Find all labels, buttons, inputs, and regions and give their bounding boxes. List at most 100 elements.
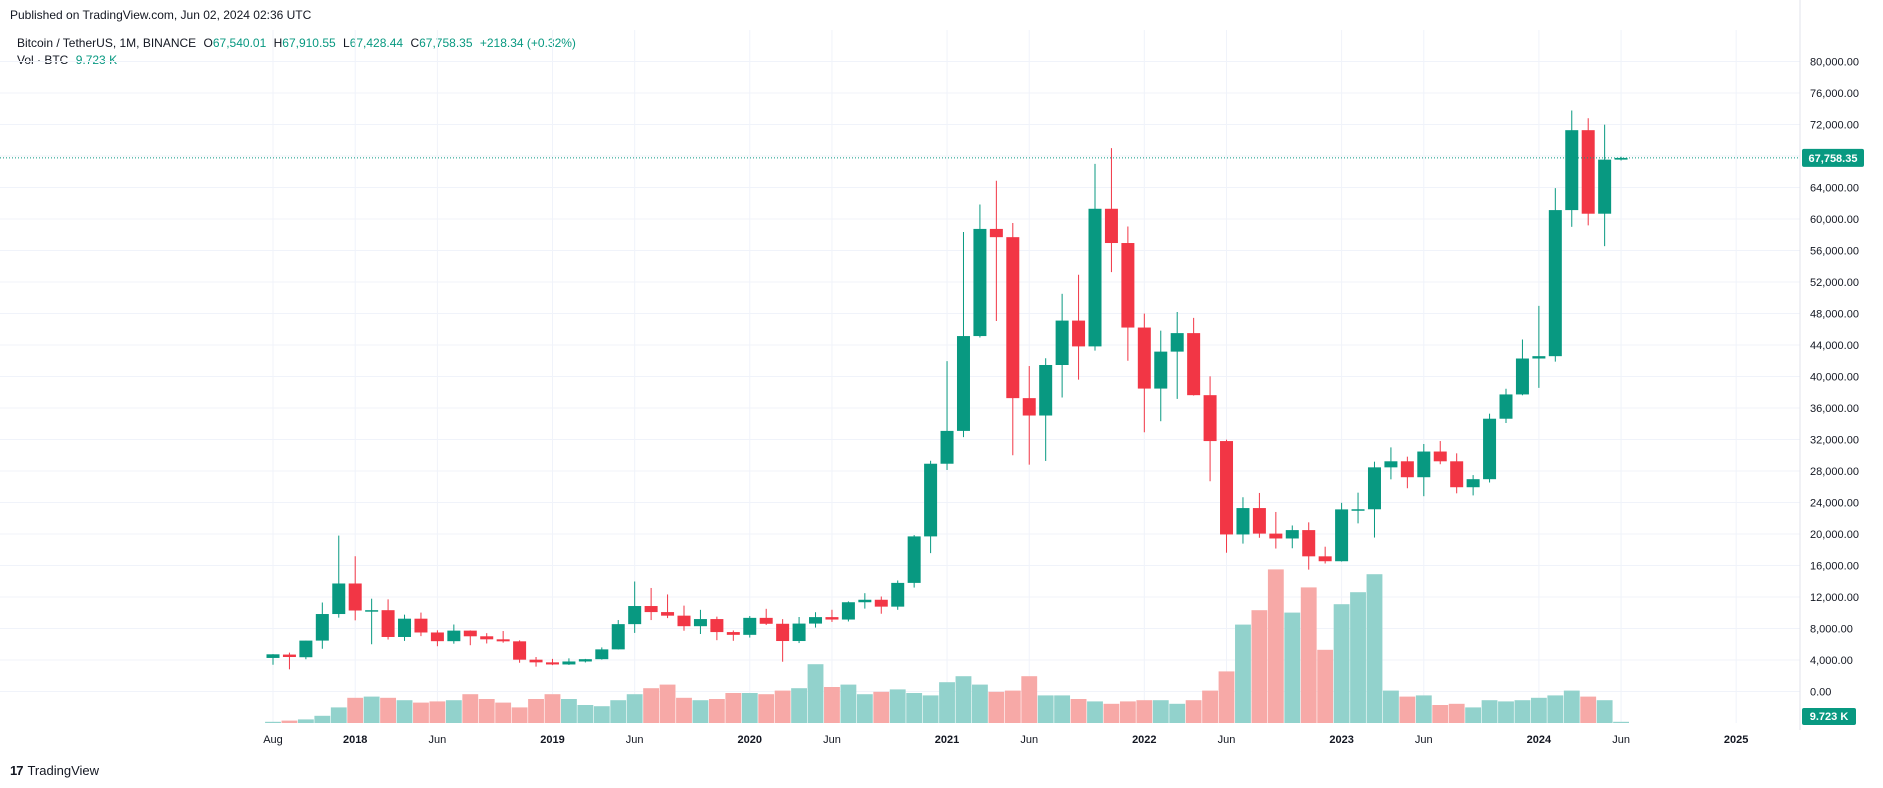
volume-bar <box>544 694 561 723</box>
candle-body <box>1104 208 1118 244</box>
volume-bar <box>643 688 660 723</box>
y-tick-label: 80,000.00 <box>1810 57 1859 69</box>
volume-bar <box>1333 604 1350 723</box>
candle-body <box>1614 157 1628 160</box>
brand-name: TradingView <box>27 763 100 778</box>
candle-body <box>1351 509 1365 511</box>
legend-high-value: 67,910.55 <box>282 36 336 50</box>
candle-body <box>1598 159 1612 214</box>
volume-bar <box>873 691 890 723</box>
legend-close-value: 67,758.35 <box>419 36 473 50</box>
candle-body <box>513 641 527 660</box>
candle-body <box>595 649 609 660</box>
volume-bar <box>1021 676 1038 723</box>
volume-bar <box>363 696 380 723</box>
candle-body <box>924 463 938 537</box>
candle-body <box>1154 351 1168 389</box>
y-tick-label: 20,000.00 <box>1810 529 1859 541</box>
volume-bar <box>906 693 923 723</box>
volume-bar <box>1563 690 1580 723</box>
candle-body <box>1565 130 1579 211</box>
volume-bar <box>1415 695 1432 723</box>
y-tick-label: 0.00 <box>1810 687 1831 699</box>
volume-bar <box>1136 700 1153 723</box>
volume-bar <box>1300 587 1317 723</box>
x-tick-label: 2020 <box>738 734 762 746</box>
y-tick-label: 48,000.00 <box>1810 309 1859 321</box>
candle-body <box>956 336 970 431</box>
candle-body <box>1203 395 1217 442</box>
candle-body <box>332 583 346 615</box>
candle-body <box>1285 530 1299 539</box>
volume-bar <box>972 684 988 723</box>
candle-body <box>447 630 461 642</box>
candle-body <box>1302 530 1316 557</box>
volume-bar <box>725 693 742 723</box>
legend-volume-row: Vol · BTC 9.723 K <box>17 52 576 69</box>
volume-bar <box>626 694 643 723</box>
volume-bar <box>1580 696 1597 723</box>
y-tick-label: 28,000.00 <box>1810 466 1859 478</box>
candle-body <box>1417 451 1431 478</box>
legend-price-row: Bitcoin / TetherUS, 1M, BINANCE O67,540.… <box>17 35 576 52</box>
candle-body <box>545 662 559 665</box>
tag-layer: 67,758.35 9.723 K <box>0 148 1864 725</box>
y-tick-label: 56,000.00 <box>1810 246 1859 258</box>
volume-bar <box>1465 707 1482 723</box>
candle-body <box>907 536 921 583</box>
candle-body <box>661 612 675 616</box>
candle-body <box>874 599 888 607</box>
volume-bar <box>347 697 364 723</box>
tradingview-brand[interactable]: 17 TradingView <box>10 763 99 778</box>
volume-bar <box>1152 700 1169 723</box>
candle-body <box>1269 533 1283 539</box>
candle-body <box>1335 509 1349 562</box>
x-tick-label: 2021 <box>935 734 959 746</box>
volume-bar <box>1037 695 1054 723</box>
volume-bar <box>676 697 692 723</box>
volume-bar <box>774 690 791 723</box>
candle-body <box>809 617 823 624</box>
volume-bar <box>1087 701 1103 723</box>
y-tick-label: 64,000.00 <box>1810 183 1859 195</box>
volume-bar <box>593 706 610 723</box>
candle-body <box>430 632 444 642</box>
candle-body <box>414 618 428 633</box>
volume-bar <box>807 664 824 723</box>
candle-body <box>1088 208 1102 347</box>
candle-body <box>578 659 592 662</box>
candle-body <box>1400 461 1414 478</box>
candle-body <box>480 636 494 640</box>
volume-bar <box>1251 610 1268 723</box>
y-tick-label: 32,000.00 <box>1810 435 1859 447</box>
volume-bar <box>889 689 906 723</box>
legend-close-label: C <box>410 36 420 50</box>
candle-body <box>841 602 855 620</box>
legend-low-label: L <box>343 36 350 50</box>
volume-bar <box>1317 649 1334 723</box>
candle-body <box>1515 358 1529 395</box>
candle-body <box>1006 237 1020 399</box>
volume-bar <box>1613 721 1629 723</box>
x-tick-label: 2023 <box>1329 734 1353 746</box>
x-tick-label: Jun <box>823 734 841 746</box>
volume-bar <box>1054 695 1071 723</box>
candle-body <box>1466 479 1480 488</box>
legend-volume-value: 9.723 K <box>75 53 118 67</box>
volume-bar <box>610 700 627 723</box>
volume-bar <box>396 700 413 723</box>
candle-body <box>1039 364 1053 416</box>
x-tick-label: Jun <box>1218 734 1236 746</box>
volume-bar <box>1235 624 1251 723</box>
volume-bar <box>1350 592 1366 723</box>
x-tick-label: 2025 <box>1724 734 1748 746</box>
candle-body <box>398 618 412 637</box>
candle-body <box>825 617 839 620</box>
volume-bar <box>708 699 725 723</box>
y-tick-label: 40,000.00 <box>1810 372 1859 384</box>
x-tick-label: Jun <box>1415 734 1433 746</box>
candle-body <box>381 610 395 637</box>
volume-bar <box>1103 703 1120 723</box>
x-tick-label: Jun <box>626 734 644 746</box>
